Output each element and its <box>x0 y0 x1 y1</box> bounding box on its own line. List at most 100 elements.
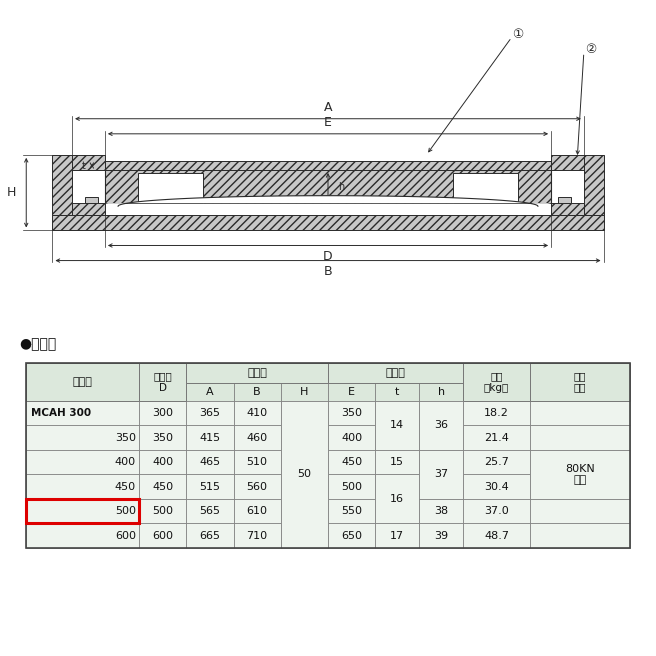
Text: 300: 300 <box>152 408 173 418</box>
Bar <box>328 523 375 548</box>
Text: 17: 17 <box>390 531 404 541</box>
Bar <box>463 499 529 523</box>
Bar <box>234 474 281 499</box>
Text: 500: 500 <box>152 506 173 516</box>
Bar <box>375 383 419 401</box>
Bar <box>186 363 328 383</box>
Bar <box>529 363 630 383</box>
Text: E: E <box>324 116 332 129</box>
Text: 350: 350 <box>341 408 362 418</box>
Bar <box>328 383 375 401</box>
Bar <box>375 363 419 383</box>
Bar <box>281 401 328 548</box>
Bar <box>375 401 419 450</box>
Bar <box>26 383 139 401</box>
Bar <box>139 425 186 450</box>
Bar <box>139 363 186 401</box>
Bar <box>281 474 328 499</box>
Text: h: h <box>338 182 344 192</box>
Text: 37: 37 <box>434 469 449 480</box>
Text: 80KN
以上: 80KN 以上 <box>565 464 595 485</box>
Polygon shape <box>52 155 72 215</box>
Bar <box>419 523 463 548</box>
Bar <box>281 450 328 474</box>
Text: 650: 650 <box>341 531 362 541</box>
Bar <box>463 474 529 499</box>
Polygon shape <box>105 161 551 170</box>
Bar <box>328 450 375 474</box>
Bar <box>281 499 328 523</box>
Text: t: t <box>395 387 400 397</box>
Bar <box>419 383 463 401</box>
Bar <box>26 499 139 523</box>
Text: 39: 39 <box>434 531 449 541</box>
Text: 400: 400 <box>341 432 362 443</box>
Text: E: E <box>348 387 355 397</box>
Polygon shape <box>72 203 105 215</box>
Bar <box>529 425 630 450</box>
Text: 450: 450 <box>341 457 362 467</box>
Bar <box>26 363 139 401</box>
Bar <box>186 425 234 450</box>
Polygon shape <box>72 155 105 170</box>
Text: 450: 450 <box>115 482 136 491</box>
Bar <box>139 450 186 474</box>
Bar <box>26 450 139 474</box>
Text: 515: 515 <box>199 482 220 491</box>
Text: 350: 350 <box>152 432 173 443</box>
Text: 18.2: 18.2 <box>484 408 509 418</box>
Bar <box>26 425 139 450</box>
Bar <box>529 474 630 499</box>
Bar <box>463 425 529 450</box>
Polygon shape <box>584 155 604 215</box>
Text: A: A <box>324 101 332 114</box>
Text: H: H <box>7 186 16 199</box>
Bar <box>328 474 375 499</box>
Bar <box>375 425 419 450</box>
Bar <box>139 363 186 383</box>
Text: 21.4: 21.4 <box>484 432 509 443</box>
Text: 符　号: 符 号 <box>72 377 92 387</box>
Bar <box>463 363 529 383</box>
Text: 600: 600 <box>152 531 173 541</box>
Bar <box>234 450 281 474</box>
Bar <box>419 363 463 383</box>
Text: 350: 350 <box>115 432 136 443</box>
Bar <box>234 523 281 548</box>
Text: ●仕　様: ●仕 様 <box>20 337 56 351</box>
Bar <box>328 363 375 383</box>
Bar <box>529 363 630 401</box>
Bar <box>375 523 419 548</box>
Text: 610: 610 <box>247 506 268 516</box>
Text: 510: 510 <box>247 457 268 467</box>
Text: 365: 365 <box>199 408 220 418</box>
Bar <box>186 450 234 474</box>
Bar <box>419 401 463 450</box>
Text: 実内径
D: 実内径 D <box>154 371 172 392</box>
Bar <box>26 474 139 499</box>
Text: MCAH 300: MCAH 300 <box>31 408 91 418</box>
Polygon shape <box>52 215 604 230</box>
Text: ふ　た: ふ た <box>386 368 405 378</box>
Text: 破壊
荷重: 破壊 荷重 <box>573 371 586 392</box>
Text: 30.4: 30.4 <box>484 482 509 491</box>
Text: A: A <box>206 387 214 397</box>
Bar <box>463 383 529 401</box>
Bar <box>281 401 328 425</box>
Bar <box>234 383 281 401</box>
Text: 500: 500 <box>115 506 136 516</box>
Bar <box>26 523 139 548</box>
Text: 400: 400 <box>152 457 173 467</box>
Bar <box>186 474 234 499</box>
Text: 36: 36 <box>434 420 448 430</box>
Bar <box>529 523 630 548</box>
Bar <box>375 474 419 499</box>
Text: ②: ② <box>584 43 596 56</box>
Text: 450: 450 <box>152 482 173 491</box>
Bar <box>26 363 139 383</box>
Bar <box>234 401 281 425</box>
Text: 48.7: 48.7 <box>484 531 509 541</box>
Bar <box>281 523 328 548</box>
Text: 16: 16 <box>390 494 404 504</box>
Text: 15: 15 <box>390 457 404 467</box>
